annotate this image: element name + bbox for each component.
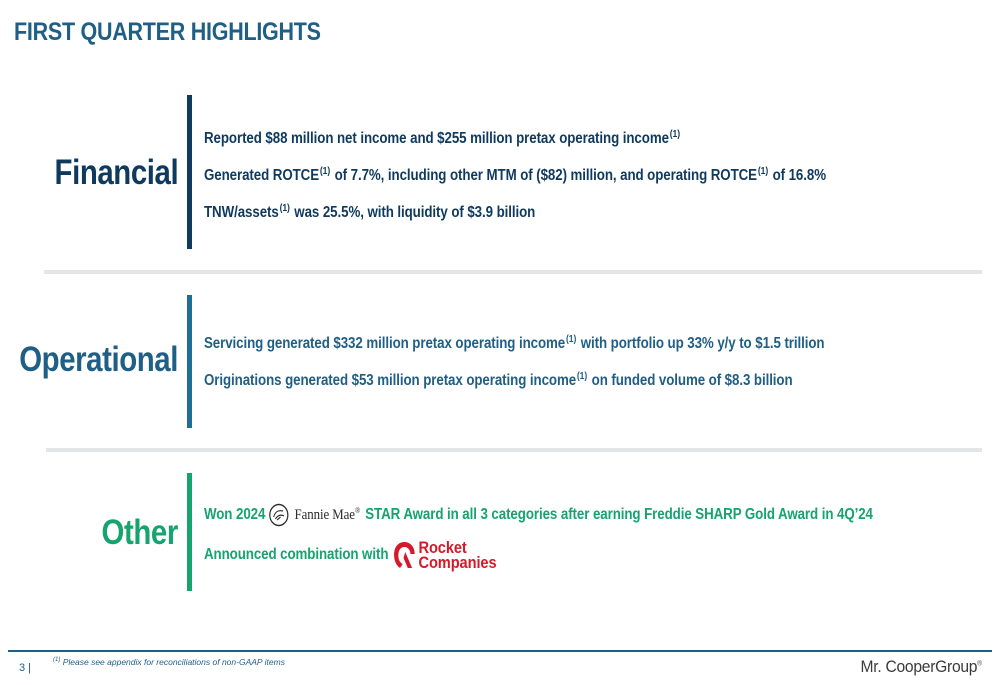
- financial-item-3: TNW/assets(1) was 25.5%, with liquidity …: [204, 203, 536, 221]
- financial-item-1: Reported $88 million net income and $255…: [204, 129, 681, 147]
- footnote: (1) Please see appendix for reconciliati…: [53, 657, 285, 667]
- fannie-mae-logo: Fannie Mae®: [269, 503, 360, 527]
- footer-divider: [8, 650, 992, 652]
- operational-label: Operational: [19, 340, 178, 379]
- divider-2: [46, 448, 982, 452]
- operational-bar: [187, 295, 192, 428]
- other-item-2: Announced combination with Rocket Companie…: [204, 538, 497, 572]
- financial-bar: [187, 95, 192, 249]
- operational-item-1: Servicing generated $332 million pretax …: [204, 334, 825, 352]
- page-number: 3 |: [19, 662, 32, 674]
- financial-label: Financial: [54, 153, 178, 192]
- rocket-companies-logo: Rocket Companies: [394, 539, 497, 571]
- divider-1: [44, 270, 982, 274]
- other-item-1: Won 2024 Fannie Mae® STAR Award in all 3 c…: [204, 503, 873, 527]
- rocket-icon: [394, 542, 416, 568]
- page-title: FIRST QUARTER HIGHLIGHTS: [14, 18, 321, 46]
- other-label: Other: [101, 513, 179, 552]
- brand-logo: Mr. CooperGroup®: [860, 657, 982, 676]
- fannie-mae-icon: [269, 503, 289, 527]
- financial-item-2: Generated ROTCE(1) of 7.7%, including ot…: [204, 166, 826, 184]
- operational-item-2: Originations generated $53 million preta…: [204, 371, 793, 389]
- other-bar: [187, 473, 192, 591]
